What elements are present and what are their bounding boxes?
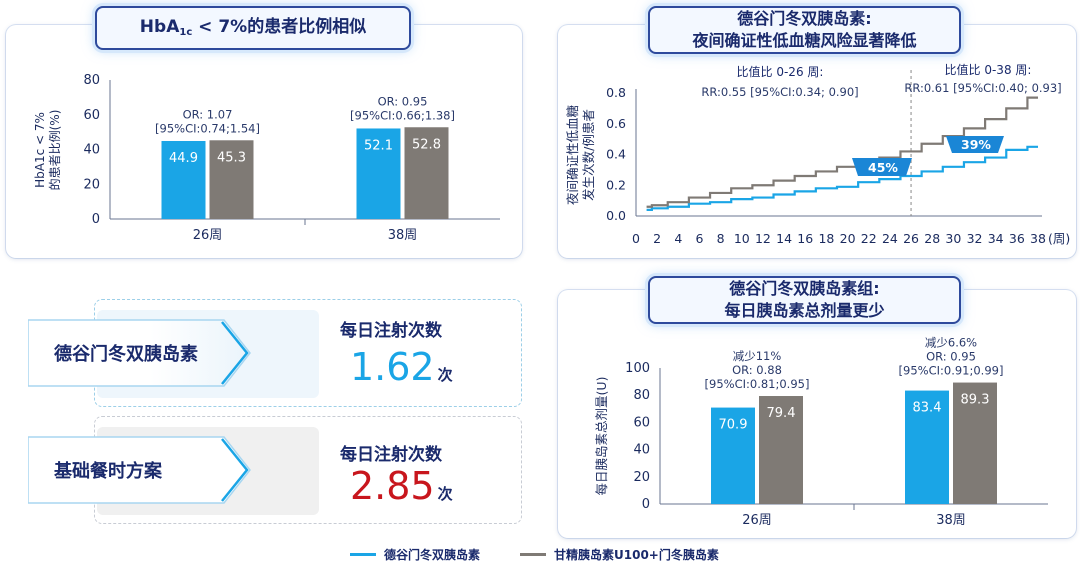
- legend-label: 甘精胰岛素U100+门冬胰岛素: [554, 547, 719, 562]
- insulin-dose-panel: [558, 290, 1076, 538]
- basal-bolus-arrow-label: 基础餐时方案: [28, 435, 254, 505]
- hba1c-title-main: HbA: [139, 17, 180, 38]
- hba1c-panel-title: HbA1c < 7%的患者比例相似: [95, 6, 411, 50]
- arrow-shape-icon: [28, 436, 251, 504]
- degludec-aspart-label: 德谷门冬双胰岛素: [54, 344, 198, 365]
- legend-swatch: [520, 552, 547, 556]
- basal-bolus-label: 基础餐时方案: [54, 461, 162, 482]
- dose-panel-title: 德谷门冬双胰岛素组: 每日胰岛素总剂量更少: [648, 276, 961, 324]
- legend-label: 德谷门冬双胰岛素: [384, 547, 481, 562]
- degludec-aspart-injection-title: 每日注射次数: [340, 321, 442, 341]
- arrow-shape-icon: [28, 319, 251, 387]
- hba1c-title-sub: 1c: [179, 27, 193, 39]
- basal-bolus-injection-unit: 次: [437, 485, 453, 503]
- degludec-aspart-injection-number: 1.62: [350, 345, 435, 389]
- degludec-aspart-arrow-label: 德谷门冬双胰岛素: [28, 318, 254, 388]
- legend: 德谷门冬双胰岛素 甘精胰岛素U100+门冬胰岛素: [350, 544, 759, 564]
- degludec-aspart-injection-value: 1.62 次: [350, 348, 453, 386]
- hypoglycemia-panel-title: 德谷门冬双胰岛素: 夜间确证性低血糖风险显著降低: [648, 6, 961, 54]
- hba1c-title-rest: < 7%的患者比例相似: [192, 17, 367, 38]
- basal-bolus-injection-number: 2.85: [350, 464, 435, 508]
- legend-item-glargine-aspart: 甘精胰岛素U100+门冬胰岛素: [520, 546, 719, 563]
- legend-item-degludec-aspart: 德谷门冬双胰岛素: [350, 546, 480, 563]
- degludec-aspart-injection-unit: 次: [437, 366, 453, 384]
- legend-swatch: [350, 552, 376, 556]
- dose-title-line1: 德谷门冬双胰岛素组:: [729, 279, 880, 299]
- hypo-title-line2: 夜间确证性低血糖风险显著降低: [692, 31, 917, 50]
- basal-bolus-injection-value: 2.85 次: [350, 467, 453, 505]
- hba1c-panel: [6, 25, 522, 258]
- basal-bolus-injection-title: 每日注射次数: [340, 445, 442, 465]
- hypoglycemia-panel: [558, 25, 1076, 258]
- hypo-title-line1: 德谷门冬双胰岛素:: [737, 9, 872, 29]
- dose-title-line2: 每日胰岛素总剂量更少: [724, 301, 885, 320]
